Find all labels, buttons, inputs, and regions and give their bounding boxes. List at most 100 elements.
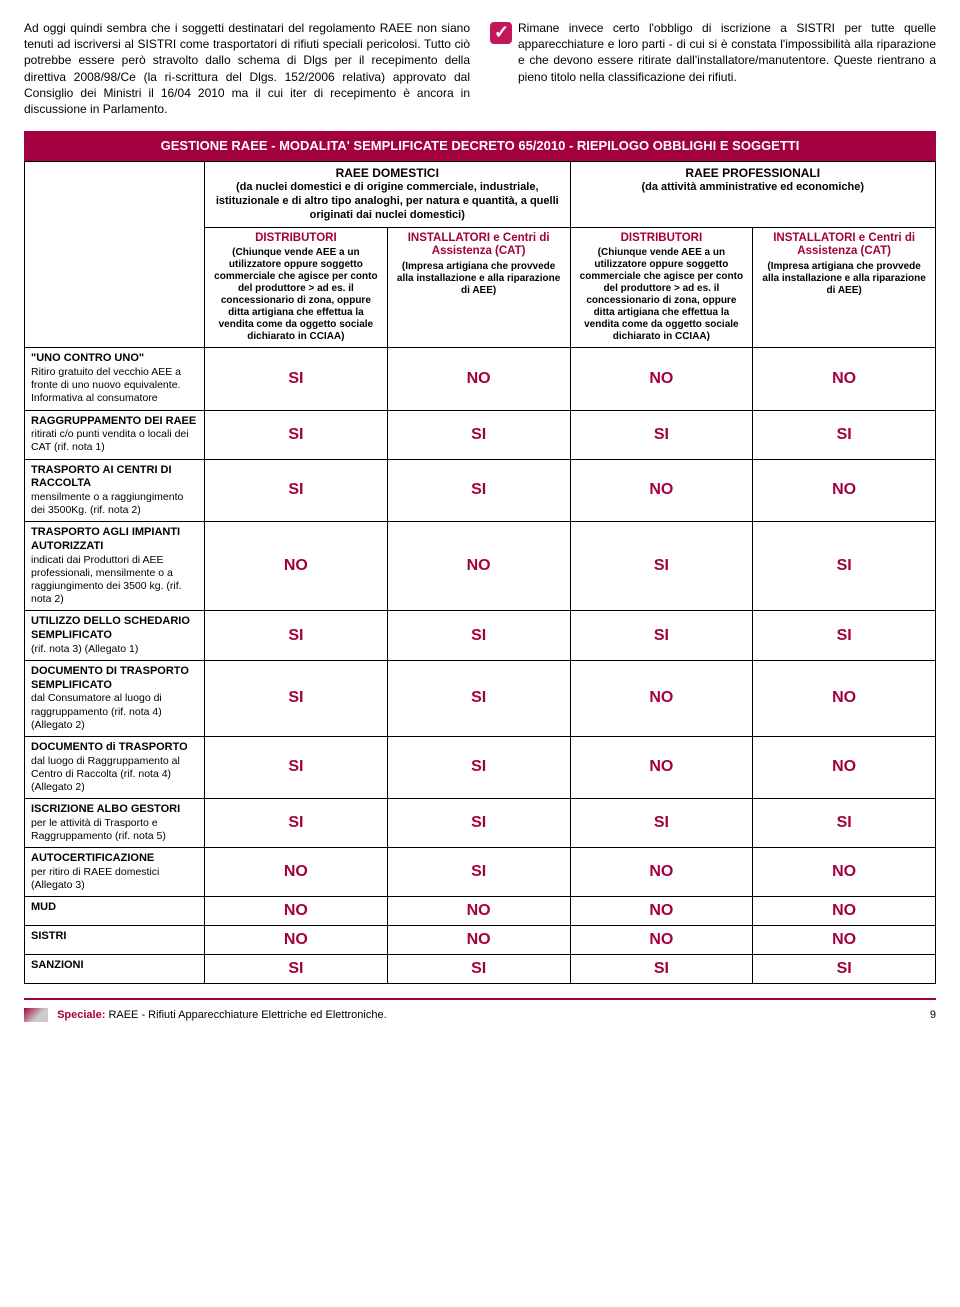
value-cell: SI [387, 736, 570, 798]
value-cell: NO [753, 459, 936, 522]
intro-left: Ad oggi quindi sembra che i soggetti des… [24, 20, 470, 117]
value-cell: NO [753, 896, 936, 925]
table-row: AUTOCERTIFICAZIONE per ritiro di RAEE dom… [25, 847, 936, 896]
installatori-title-2: INSTALLATORI e Centri di Assistenza (CAT… [759, 232, 929, 260]
value-cell: SI [387, 410, 570, 459]
value-cell: NO [570, 847, 753, 896]
value-cell: SI [205, 798, 388, 847]
value-cell: SI [205, 954, 388, 983]
intro-right-block: Rimane invece certo l'obbligo di iscrizi… [490, 20, 936, 117]
row-label: UTILIZZO DELLO SCHEDARIO SEMPLIFICATO(ri… [25, 611, 205, 661]
row-label-bold: MUD [31, 901, 56, 913]
value-cell: SI [387, 847, 570, 896]
table-row: DOCUMENTO di TRASPORTO dal luogo di Ragg… [25, 736, 936, 798]
value-cell: NO [205, 896, 388, 925]
value-cell: NO [570, 348, 753, 410]
domestici-title: RAEE DOMESTICI [336, 166, 439, 180]
row-label-bold: TRASPORTO AGLI IMPIANTI AUTORIZZATI [31, 526, 180, 552]
value-cell: NO [205, 925, 388, 954]
value-cell: NO [753, 660, 936, 736]
value-cell: SI [387, 954, 570, 983]
table-row: SANZIONISISISISI [25, 954, 936, 983]
table-row: ISCRIZIONE ALBO GESTORIper le attività d… [25, 798, 936, 847]
row-label-bold: UTILIZZO DELLO SCHEDARIO SEMPLIFICATO [31, 615, 190, 641]
installatori-title: INSTALLATORI e Centri di Assistenza (CAT… [394, 232, 564, 260]
row-label-bold: SANZIONI [31, 959, 84, 971]
value-cell: NO [570, 736, 753, 798]
value-cell: NO [753, 925, 936, 954]
value-cell: NO [753, 847, 936, 896]
table-row: SISTRINONONONO [25, 925, 936, 954]
row-label: TRASPORTO AGLI IMPIANTI AUTORIZZATIindic… [25, 522, 205, 611]
table-row: UTILIZZO DELLO SCHEDARIO SEMPLIFICATO(ri… [25, 611, 936, 661]
row-label: "UNO CONTRO UNO" Ritiro gratuito del vecc… [25, 348, 205, 410]
table-row: RAGGRUPPAMENTO DEI RAEE ritirati c/o pun… [25, 410, 936, 459]
row-label-rest: dal Consumatore al luogo di raggruppamen… [31, 692, 162, 730]
value-cell: SI [205, 611, 388, 661]
value-cell: NO [387, 925, 570, 954]
value-cell: SI [570, 522, 753, 611]
value-cell: SI [387, 459, 570, 522]
installatori-desc-2: (Impresa artigiana che provvede alla ins… [762, 261, 925, 296]
value-cell: NO [570, 660, 753, 736]
table-row: TRASPORTO AI CENTRI DI RACCOLTAmensilmen… [25, 459, 936, 522]
row-label: MUD [25, 896, 205, 925]
installatori-desc: (Impresa artigiana che provvede alla ins… [397, 261, 560, 296]
sub-head-distributori-1: DISTRIBUTORI (Chiunque vende AEE a un ut… [205, 227, 388, 348]
row-label-rest: ritirati c/o punti vendita o locali dei … [31, 428, 189, 453]
value-cell: NO [753, 736, 936, 798]
value-cell: SI [570, 410, 753, 459]
page-footer: Speciale: RAEE - Rifiuti Apparecchiature… [24, 998, 936, 1023]
row-label: DOCUMENTO DI TRASPORTO SEMPLIFICATOdal C… [25, 660, 205, 736]
footer-speciale-text: RAEE - Rifiuti Apparecchiature Elettrich… [108, 1009, 386, 1021]
value-cell: SI [387, 611, 570, 661]
sub-head-installatori-2: INSTALLATORI e Centri di Assistenza (CAT… [753, 227, 936, 348]
row-label-rest: mensilmente o a raggiungimento dei 3500K… [31, 491, 183, 516]
value-cell: SI [205, 660, 388, 736]
row-label: RAGGRUPPAMENTO DEI RAEE ritirati c/o pun… [25, 410, 205, 459]
value-cell: SI [387, 660, 570, 736]
value-cell: SI [753, 798, 936, 847]
checkmark-icon [490, 22, 512, 44]
domestici-desc: (da nuclei domestici e di origine commer… [216, 181, 559, 221]
row-label-bold: AUTOCERTIFICAZIONE [31, 852, 154, 864]
value-cell: SI [205, 459, 388, 522]
row-label-bold: DOCUMENTO di TRASPORTO [31, 741, 188, 753]
obligations-table-wrap: GESTIONE RAEE - MODALITA' SEMPLIFICATE D… [24, 131, 936, 984]
value-cell: NO [387, 896, 570, 925]
value-cell: SI [205, 410, 388, 459]
value-cell: NO [205, 522, 388, 611]
professionali-desc: (da attività amministrative ed economich… [641, 181, 864, 193]
row-label: AUTOCERTIFICAZIONE per ritiro di RAEE dom… [25, 847, 205, 896]
value-cell: NO [570, 925, 753, 954]
distributori-desc: (Chiunque vende AEE a un utilizzatore op… [214, 247, 377, 342]
group-header-domestici: RAEE DOMESTICI (da nuclei domestici e di… [205, 161, 571, 227]
value-cell: NO [570, 459, 753, 522]
row-label-bold: ISCRIZIONE ALBO GESTORI [31, 803, 180, 815]
value-cell: NO [387, 348, 570, 410]
row-label-rest: per ritiro di RAEE domestici (Allegato 3… [31, 866, 159, 891]
professionali-title: RAEE PROFESSIONALI [685, 166, 820, 180]
row-label: SANZIONI [25, 954, 205, 983]
row-label-rest: Ritiro gratuito del vecchio AEE a fronte… [31, 366, 181, 404]
distributori-title-2: DISTRIBUTORI [577, 232, 747, 246]
value-cell: SI [753, 410, 936, 459]
value-cell: SI [753, 611, 936, 661]
value-cell: SI [570, 954, 753, 983]
table-row: DOCUMENTO DI TRASPORTO SEMPLIFICATOdal C… [25, 660, 936, 736]
value-cell: SI [205, 736, 388, 798]
value-cell: NO [753, 348, 936, 410]
value-cell: SI [570, 798, 753, 847]
value-cell: SI [387, 798, 570, 847]
value-cell: SI [570, 611, 753, 661]
sub-head-installatori-1: INSTALLATORI e Centri di Assistenza (CAT… [387, 227, 570, 348]
group-header-professionali: RAEE PROFESSIONALI (da attività amminist… [570, 161, 936, 227]
table-row: "UNO CONTRO UNO" Ritiro gratuito del vecc… [25, 348, 936, 410]
value-cell: SI [753, 522, 936, 611]
row-label: ISCRIZIONE ALBO GESTORIper le attività d… [25, 798, 205, 847]
footer-page-number: 9 [930, 1008, 936, 1023]
row-label-rest: dal luogo di Raggruppamento al Centro di… [31, 755, 180, 793]
row-label-bold: "UNO CONTRO UNO" [31, 352, 144, 364]
value-cell: NO [387, 522, 570, 611]
intro-columns: Ad oggi quindi sembra che i soggetti des… [24, 20, 936, 117]
